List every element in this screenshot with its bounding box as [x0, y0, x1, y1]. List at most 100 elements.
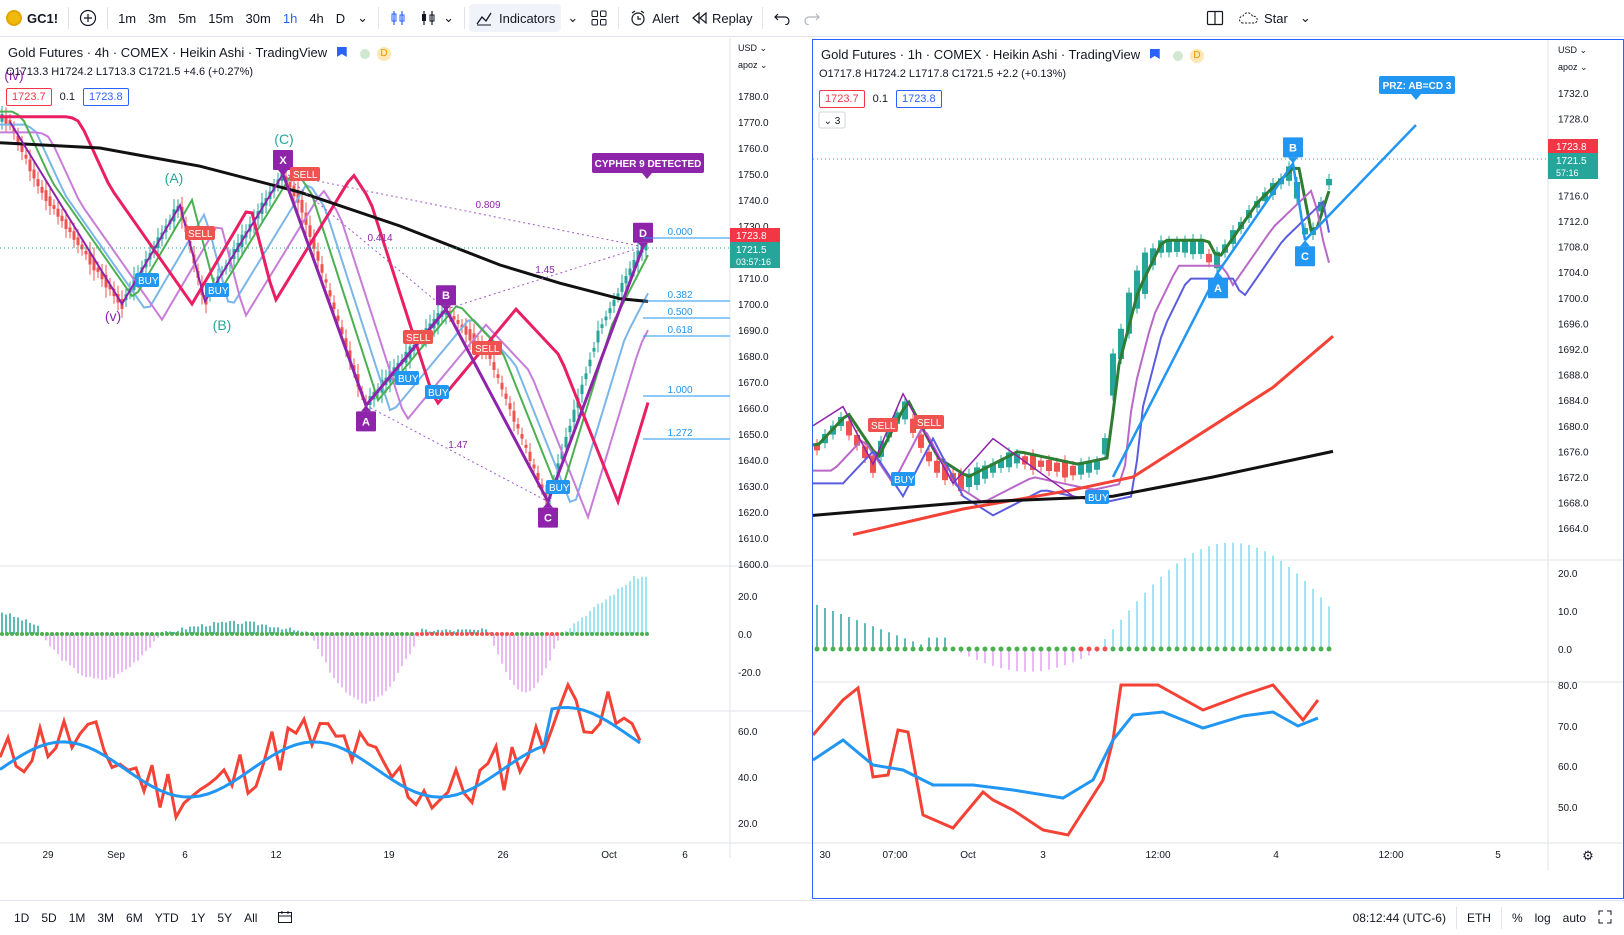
macd-dot — [420, 632, 424, 636]
chart-pane-4h[interactable]: USD ⌄ apoz ⌄ 1780.0 1770.0 1760.0 1750.0 1740.… — [0, 38, 812, 900]
macd-dot — [1326, 646, 1332, 652]
sell-signal-box — [868, 418, 898, 432]
timeframe-1m[interactable]: 1m — [118, 10, 137, 26]
range-5y[interactable]: 5Y — [217, 911, 233, 925]
undo-button[interactable] — [767, 0, 797, 37]
macd-dot — [365, 632, 369, 636]
candle-body — [40, 186, 44, 193]
candle-body — [998, 459, 1004, 469]
clock[interactable]: 08:12:44 (UTC-6) — [1352, 911, 1446, 925]
chart-pane-1h[interactable]: USD ⌄apoz ⌄1732.01728.01724.01720.01716.… — [812, 39, 1624, 899]
timeframe-D[interactable]: D — [335, 10, 346, 26]
range-ytd[interactable]: YTD — [154, 911, 179, 925]
candle-body — [934, 460, 940, 473]
price-tick: 1704.0 — [1558, 268, 1589, 279]
candle-body — [862, 446, 868, 459]
range-1y[interactable]: 1Y — [190, 911, 206, 925]
sell-signal: SELL — [293, 170, 318, 181]
candle-body — [628, 268, 632, 276]
range-6m[interactable]: 6M — [126, 911, 143, 925]
macd-dot — [645, 632, 649, 636]
auto-toggle[interactable]: auto — [1562, 911, 1586, 925]
percent-toggle[interactable]: % — [1511, 911, 1523, 925]
timeframe-30m[interactable]: 30m — [245, 10, 271, 26]
chart-type-button[interactable]: ⌄ — [413, 0, 460, 37]
macd-dot — [1134, 646, 1140, 652]
chart-canvas-1h[interactable]: USD ⌄apoz ⌄1732.01728.01724.01720.01716.… — [813, 40, 1623, 898]
macd-dot — [245, 632, 249, 636]
timeframe-4h[interactable]: 4h — [309, 10, 324, 26]
price-tick: 1708.0 — [1558, 243, 1589, 254]
log-toggle[interactable]: log — [1534, 911, 1551, 925]
macd-dot — [50, 632, 54, 636]
ma-red — [852, 335, 1334, 537]
wave-lines — [9, 121, 284, 306]
macd-dot — [958, 646, 964, 652]
range-5d[interactable]: 5D — [41, 911, 57, 925]
timeframe-15m[interactable]: 15m — [208, 10, 234, 26]
indicators-dropdown[interactable]: ⌄ — [561, 0, 584, 37]
timeframe-5m[interactable]: 5m — [178, 10, 197, 26]
macd-dot — [430, 632, 434, 636]
ask-price[interactable]: 1723.8 — [895, 90, 942, 108]
session-toggle[interactable]: ETH — [1466, 911, 1491, 925]
bid-price[interactable]: 1723.7 — [819, 90, 865, 108]
price-tick: 1684.0 — [1558, 396, 1589, 407]
range-3m[interactable]: 3M — [97, 911, 115, 925]
candle-body — [344, 338, 348, 349]
date-range-button[interactable] — [271, 910, 299, 927]
candle-body — [1206, 253, 1212, 263]
ratio-line — [282, 173, 644, 248]
sell-signal-box — [403, 330, 433, 344]
buy-signal: BUY — [549, 483, 570, 494]
add-symbol-button[interactable] — [73, 0, 103, 37]
range-1m[interactable]: 1M — [68, 911, 86, 925]
flag-icon[interactable] — [1149, 49, 1160, 59]
candle-body — [1142, 252, 1148, 294]
macd-dot — [335, 632, 339, 636]
macd-dot — [500, 632, 504, 636]
templates-button[interactable] — [584, 0, 614, 37]
timeframe-3m[interactable]: 3m — [148, 10, 167, 26]
range-all[interactable]: All — [244, 911, 258, 925]
macd-dot — [620, 632, 624, 636]
candle-body — [1102, 438, 1108, 455]
alarm-clock-icon — [631, 10, 645, 26]
ask-price[interactable]: 1723.8 — [82, 88, 129, 106]
time-tick: 5 — [1495, 850, 1501, 861]
buy-signal: BUY — [398, 374, 419, 385]
pattern-point-b-pointer — [441, 305, 451, 312]
price-tick: 1600.0 — [738, 560, 769, 571]
chart-type-bars-button[interactable] — [383, 0, 413, 37]
star-button[interactable]: Star ⌄ — [1232, 0, 1317, 37]
maximize-button[interactable] — [1592, 910, 1618, 927]
layout-button[interactable] — [1200, 0, 1230, 37]
range-1d[interactable]: 1D — [14, 911, 30, 925]
redo-button[interactable] — [797, 0, 827, 37]
bid-ask-box[interactable]: 1723.7 0.1 1723.8 — [819, 90, 942, 108]
pattern-point-c-box — [1295, 246, 1315, 267]
bid-price[interactable]: 1723.7 — [6, 88, 52, 106]
price-tick: 1716.0 — [1558, 191, 1589, 202]
macd-dot — [20, 632, 24, 636]
bid-ask-box[interactable]: 1723.7 0.1 1723.8 — [6, 88, 129, 106]
last-price: 1723.8 — [736, 231, 767, 242]
timeframe-1h[interactable]: 1h — [282, 10, 298, 26]
symbol-search[interactable]: GC1! — [0, 0, 64, 37]
rsi-tick: 80.0 — [1558, 681, 1578, 692]
timeframe-dropdown[interactable]: ⌄ — [351, 0, 374, 37]
macd-dot — [530, 632, 534, 636]
replay-button[interactable]: Replay — [685, 0, 758, 37]
sell-signal: SELL — [188, 229, 213, 240]
macd-tick: 0.0 — [1558, 645, 1572, 656]
time-tick: 4 — [1273, 850, 1279, 861]
indicators-button[interactable]: Indicators — [468, 4, 562, 32]
macd-dot — [225, 632, 229, 636]
alert-button[interactable]: Alert — [623, 0, 685, 37]
pattern-ratio: 1.47 — [448, 440, 468, 451]
chart-canvas-4h[interactable]: USD ⌄ apoz ⌄ 1780.0 1770.0 1760.0 1750.0 1740.… — [0, 38, 812, 900]
flag-icon[interactable] — [336, 47, 347, 57]
candle-body — [982, 465, 988, 479]
candle-body — [80, 244, 84, 250]
candle-body — [1054, 462, 1060, 472]
